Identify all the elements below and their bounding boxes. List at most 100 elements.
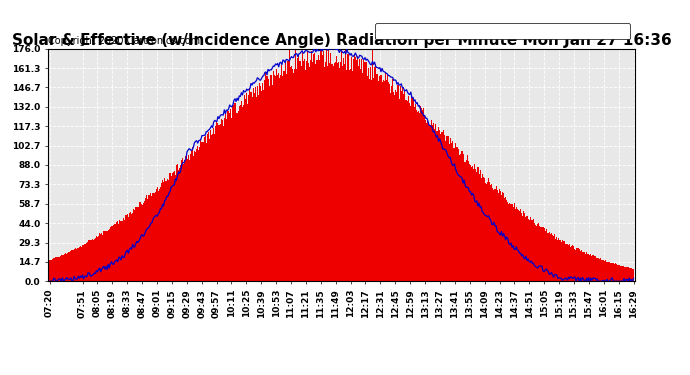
Bar [315, 64, 317, 281]
Bar [484, 178, 485, 281]
Bar [611, 262, 613, 281]
Bar [158, 190, 159, 281]
Bar [119, 220, 121, 281]
Bar [295, 49, 296, 281]
Bar [341, 49, 342, 281]
Bar [335, 56, 337, 281]
Bar [242, 107, 243, 281]
Bar [394, 95, 395, 281]
Bar [362, 73, 364, 281]
Bar [228, 111, 229, 281]
Text: Copyright 2020 Cartronics.com: Copyright 2020 Cartronics.com [48, 36, 200, 46]
Bar [524, 213, 525, 281]
Bar [354, 55, 355, 281]
Bar [184, 160, 186, 281]
Bar [345, 49, 346, 281]
Bar [192, 147, 193, 281]
Bar [585, 254, 586, 281]
Bar [68, 252, 69, 281]
Bar [489, 182, 490, 281]
Bar [411, 96, 413, 281]
Bar [72, 249, 74, 281]
Bar [115, 224, 116, 281]
Bar [83, 245, 84, 281]
Bar [540, 227, 542, 281]
Bar [399, 99, 400, 281]
Bar [224, 118, 225, 281]
Bar [161, 183, 162, 281]
Bar [427, 121, 428, 281]
Bar [464, 162, 466, 281]
Bar [230, 109, 231, 281]
Bar [306, 61, 307, 281]
Bar [506, 200, 507, 281]
Bar [329, 63, 331, 281]
Bar [215, 126, 217, 281]
Bar [319, 49, 321, 281]
Bar [260, 86, 261, 281]
Bar [565, 244, 566, 281]
Bar [159, 189, 160, 281]
Bar [146, 195, 147, 281]
Bar [422, 110, 423, 281]
Bar [79, 248, 80, 281]
Bar [573, 246, 574, 281]
Bar [601, 260, 602, 281]
Bar [311, 51, 313, 281]
Bar [163, 182, 164, 281]
Bar [429, 126, 431, 281]
Bar [522, 216, 523, 281]
Bar [408, 96, 409, 281]
Bar [572, 245, 573, 281]
Bar [406, 100, 407, 281]
Bar [59, 256, 60, 281]
Bar [165, 181, 166, 281]
Bar [564, 242, 565, 281]
Bar [370, 67, 371, 281]
Bar [253, 88, 254, 281]
Bar [537, 224, 538, 281]
Bar [548, 233, 549, 281]
Bar [584, 252, 585, 281]
Bar [438, 126, 439, 281]
Bar [262, 84, 264, 281]
Bar [51, 260, 52, 281]
Bar [243, 105, 244, 281]
Bar [181, 160, 182, 281]
Bar [450, 138, 451, 281]
Bar [131, 213, 132, 281]
Bar [194, 151, 195, 281]
Bar [179, 168, 180, 281]
Bar [507, 202, 509, 281]
Bar [273, 72, 274, 281]
Bar [213, 128, 214, 281]
Bar [94, 239, 95, 281]
Bar [164, 178, 165, 281]
Bar [595, 258, 597, 281]
Bar [613, 263, 614, 281]
Bar [241, 102, 242, 281]
Bar [272, 85, 273, 281]
Bar [108, 230, 109, 281]
Bar [458, 149, 460, 281]
Bar [202, 142, 204, 281]
Bar [208, 132, 209, 281]
Bar [339, 68, 340, 281]
Bar [530, 217, 531, 281]
Bar [618, 265, 619, 281]
Bar [455, 142, 456, 281]
Bar [145, 198, 146, 281]
Bar [346, 70, 348, 281]
Bar [632, 269, 633, 281]
Bar [303, 61, 304, 281]
Bar [344, 64, 345, 281]
Bar [237, 111, 239, 281]
Bar [342, 66, 343, 281]
Bar [532, 220, 533, 281]
Bar [204, 137, 205, 281]
Bar [626, 267, 627, 281]
Bar [519, 211, 520, 281]
Bar [128, 217, 129, 281]
Bar [198, 150, 199, 281]
Bar [335, 62, 336, 281]
